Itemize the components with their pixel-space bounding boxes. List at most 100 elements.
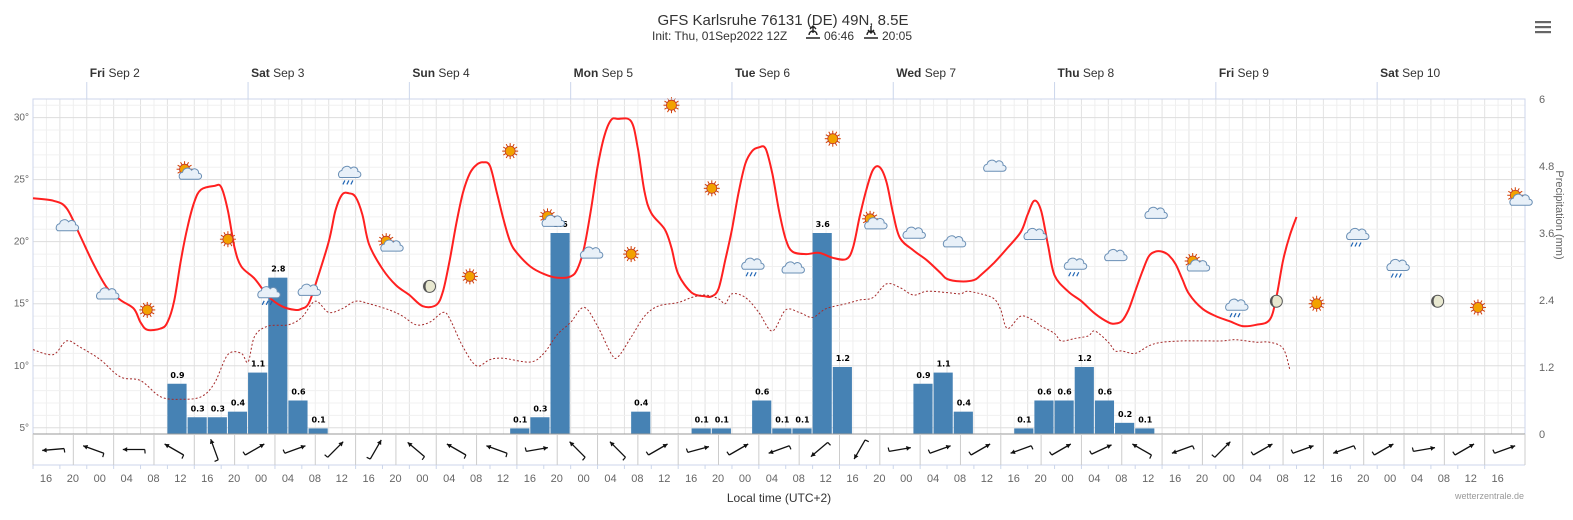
wind-barb [1353,445,1357,450]
sun-ray [1309,305,1313,309]
wind-arrow-icon [42,447,66,453]
wind-arrow-icon [1010,445,1034,455]
rain-drop [261,300,265,306]
rain-drop [1076,271,1080,277]
wind-head [164,444,170,449]
rain-drop [1358,242,1362,247]
sun-ray [512,143,515,148]
hamburger-menu-icon[interactable] [1534,19,1552,35]
wind-arrow-icon [324,441,344,458]
cloud-icon [942,235,967,248]
sun-ray [465,280,468,284]
credit-text[interactable]: wetterzentrale.de [1454,491,1524,501]
x-tick-label: 00 [1223,473,1235,485]
sun-icon [502,143,519,160]
sun-ray [379,243,383,246]
y2-tick-label: 4.8 [1539,161,1554,173]
rain-cloud-icon [1346,227,1370,247]
wind-head [259,444,265,449]
wind-head [1308,444,1314,450]
sun-disc [504,145,516,157]
wind-head [83,444,89,450]
wind-barb [1030,445,1034,450]
sun-ray [707,192,710,196]
wind-head [985,444,991,449]
sun-ray [1196,256,1200,259]
sun-ray [704,190,708,193]
precip-bar [691,428,711,434]
day-label: Sat Sep 3 [251,66,305,80]
cloud-shape [1186,259,1211,272]
precip-value-label: 0.1 [1017,415,1032,424]
precip-value-label: 0.3 [533,404,547,413]
wind-head [1225,441,1231,447]
precip-bar [711,428,731,434]
precip-value-label: 0.9 [170,371,185,380]
wind-head [1010,449,1016,455]
x-tick-label: 04 [927,473,939,485]
day-label: Sun Sep 4 [412,66,470,80]
precip-bar [772,428,792,434]
sun-ray [862,220,867,224]
sun-ray [471,280,475,284]
cloud-icon [1023,227,1047,240]
rain-drop [1350,242,1354,247]
wind-barb [1250,451,1254,456]
wind-barb [214,459,219,463]
wind-arrow-icon [609,441,626,461]
sun-ray [540,211,544,215]
sun-ray [1482,309,1486,312]
y2-axis-title: Precipitation (mm) [1553,170,1565,259]
x-tick-label: 00 [578,473,590,485]
x-tick-label: 04 [1411,473,1423,485]
sun-ray [1480,300,1483,304]
sun-ray [220,234,224,238]
sun-ray [715,183,719,187]
cloud-shape [1509,193,1533,206]
precip-value-label: 0.6 [755,388,770,397]
init-label: Init: Thu, 01Sep2022 12Z [652,29,787,43]
sun-ray [549,209,552,213]
sun-ray [1473,300,1476,304]
y2-tick-label: 0 [1539,429,1545,441]
sun-ray [142,302,146,306]
sun-disc [141,304,153,316]
wind-arrow-icon [242,443,265,456]
rain-drop [1072,271,1076,277]
precipitation-bars: 0.9 0.3 0.3 0.4 1.1 2.8 0.6 0.1 0.1 0.3 3.6 0.4 0.1 0… [167,220,1155,434]
x-tick-label: 04 [766,473,778,485]
x-tick-label: 04 [121,473,133,485]
x-tick-label: 20 [67,473,79,485]
precip-bar [248,372,268,434]
x-tick-label: 12 [1142,473,1154,485]
day-label: Fri Sep 2 [90,66,140,80]
sun-cloud-icon [378,233,404,252]
wind-head [1065,444,1071,449]
sun-ray [626,246,630,251]
rain-cloud-icon [1225,298,1249,318]
wind-arrow-icon [810,441,831,458]
wind-head [122,447,128,452]
wind-barb [366,456,371,460]
cloud-shape [983,159,1007,172]
wind-head [407,442,413,448]
precip-value-label: 0.4 [634,399,649,408]
sun-ray [1517,188,1520,192]
x-tick-label: 16 [1008,473,1020,485]
sun-ray [1188,253,1191,257]
sun-ray [551,211,555,215]
x-tick-label: 16 [1330,473,1342,485]
wind-arrow-icon [282,444,306,454]
precip-bar [913,383,933,434]
x-tick-label: 20 [551,473,563,485]
cloud-shape [942,235,967,248]
sun-ray [462,278,466,281]
precip-value-label: 1.2 [1078,354,1092,363]
precip-bar [792,428,812,434]
wind-arrow-icon [569,441,586,461]
precip-value-label: 0.1 [795,415,810,424]
wind-arrow-icon [446,443,467,459]
wind-barb [968,451,972,456]
